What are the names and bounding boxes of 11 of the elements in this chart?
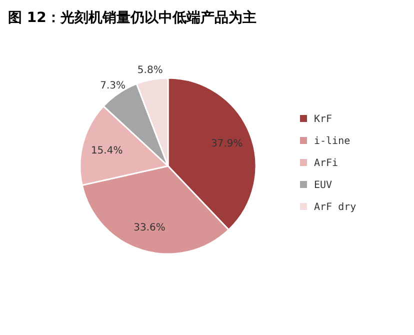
legend-label: ArF dry — [314, 202, 356, 213]
data-label: 5.8% — [137, 65, 163, 76]
chart-title: 图 12：光刻机销量仍以中低端产品为主 — [8, 9, 256, 26]
legend-label: i-line — [314, 136, 350, 147]
data-label: 33.6% — [134, 222, 166, 234]
data-label: 37.9% — [210, 138, 243, 150]
legend-label: EUV — [314, 180, 332, 191]
data-label: 15.4% — [90, 145, 123, 156]
data-label: 7.3% — [100, 80, 126, 92]
legend-label: ArFi — [314, 158, 338, 169]
legend-label: KrF — [314, 114, 332, 125]
